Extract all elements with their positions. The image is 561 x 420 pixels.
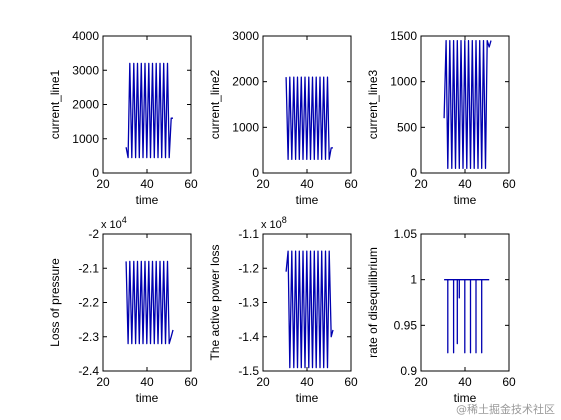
subplot-3-ylabel: current_line3 bbox=[366, 69, 380, 139]
subplot-6-ytick-label-3: 1.05 bbox=[394, 227, 418, 241]
subplot-1-ytick-label-4: 4000 bbox=[72, 29, 99, 43]
subplot-5-xlabel: time bbox=[296, 391, 319, 405]
subplot-1-ytick-label-0: 0 bbox=[92, 166, 99, 180]
subplot-3-ytick-label-0: 0 bbox=[410, 166, 417, 180]
subplot-4-ytick-label-4: -2 bbox=[88, 227, 99, 241]
subplot-6-ytick-label-1: 0.95 bbox=[394, 318, 418, 332]
subplot-1-xlabel: time bbox=[136, 193, 159, 207]
subplot-1-xtick-label-0: 20 bbox=[96, 177, 110, 191]
subplot-5-exponent-label: x 108 bbox=[261, 215, 287, 231]
watermark-text: @稀土掘金技术社区 bbox=[456, 403, 555, 416]
subplot-5-xtick-label-2: 60 bbox=[344, 375, 358, 389]
subplot-1-series-1-line bbox=[125, 62, 173, 159]
subplot-6-ytick-label-2: 1 bbox=[410, 273, 417, 287]
subplot-3-series-1-line bbox=[443, 39, 492, 170]
subplot-6-ylabel: rate of disequilibrium bbox=[366, 247, 380, 358]
subplot-5-ytick-label-2: -1.3 bbox=[238, 296, 259, 310]
subplot-4-xtick-label-2: 60 bbox=[184, 375, 198, 389]
subplot-6-xtick-label-2: 60 bbox=[502, 375, 516, 389]
subplot-3-xtick-label-1: 40 bbox=[458, 177, 472, 191]
subplot-3-xlabel: time bbox=[454, 193, 477, 207]
subplot-5-ytick-label-3: -1.2 bbox=[238, 261, 259, 275]
subplot-6-xtick-label-1: 40 bbox=[458, 375, 472, 389]
subplot-2-ytick-label-2: 2000 bbox=[232, 75, 259, 89]
subplot-2-xtick-label-1: 40 bbox=[300, 177, 314, 191]
subplot-4-xtick-label-1: 40 bbox=[140, 375, 154, 389]
subplot-1-ytick-label-2: 2000 bbox=[72, 98, 99, 112]
subplot-4-ylabel: Loss of pressure bbox=[48, 258, 62, 347]
subplot-1-xtick-label-2: 60 bbox=[184, 177, 198, 191]
subplot-4-ytick-label-1: -2.3 bbox=[78, 330, 99, 344]
subplot-2-ylabel: current_line2 bbox=[208, 69, 222, 139]
subplot-6-xtick-label-0: 20 bbox=[414, 375, 428, 389]
subplot-2-xtick-label-2: 60 bbox=[344, 177, 358, 191]
subplot-4-axes-box bbox=[102, 233, 192, 372]
subplot-6-ytick-label-0: 0.9 bbox=[400, 364, 417, 378]
subplot-5-ytick-label-4: -1.1 bbox=[238, 227, 259, 241]
subplot-2-xtick-label-0: 20 bbox=[256, 177, 270, 191]
subplot-2-series-1-line bbox=[285, 76, 333, 160]
subplot-4-series-1-line bbox=[125, 260, 174, 345]
subplot-3-ytick-label-1: 500 bbox=[397, 120, 417, 134]
subplot-2-ytick-label-1: 1000 bbox=[232, 120, 259, 134]
subplot-1-ylabel: current_line1 bbox=[48, 69, 62, 139]
subplot-6-series-1-line bbox=[444, 279, 490, 354]
subplot-2-ytick-label-0: 0 bbox=[252, 166, 259, 180]
subplot-2-ytick-label-3: 3000 bbox=[232, 29, 259, 43]
subplot-1-ytick-label-1: 1000 bbox=[72, 132, 99, 146]
subplot-4-ytick-label-0: -2.4 bbox=[78, 364, 99, 378]
subplot-1-xtick-label-1: 40 bbox=[140, 177, 154, 191]
subplot-3-ytick-label-3: 1500 bbox=[390, 29, 417, 43]
subplot-3-xtick-label-2: 60 bbox=[502, 177, 516, 191]
subplot-4-ytick-label-2: -2.2 bbox=[78, 296, 99, 310]
subplot-6-xlabel: time bbox=[454, 391, 477, 405]
subplot-4-ytick-label-3: -2.1 bbox=[78, 261, 99, 275]
subplot-5-xtick-label-0: 20 bbox=[256, 375, 270, 389]
subplot-5-ylabel: The active power loss bbox=[208, 244, 222, 360]
subplot-1-ytick-label-3: 3000 bbox=[72, 63, 99, 77]
subplot-4-xlabel: time bbox=[136, 391, 159, 405]
subplot-4-exponent-label: x 104 bbox=[101, 215, 127, 231]
subplot-5-ytick-label-1: -1.4 bbox=[238, 330, 259, 344]
subplot-5-series-1-line bbox=[285, 250, 334, 369]
subplot-4-xtick-label-0: 20 bbox=[96, 375, 110, 389]
subplot-3-xtick-label-0: 20 bbox=[414, 177, 428, 191]
subplot-5-xtick-label-1: 40 bbox=[300, 375, 314, 389]
subplot-2-xlabel: time bbox=[296, 193, 319, 207]
subplot-5-ytick-label-0: -1.5 bbox=[238, 364, 259, 378]
subplot-3-ytick-label-2: 1000 bbox=[390, 75, 417, 89]
